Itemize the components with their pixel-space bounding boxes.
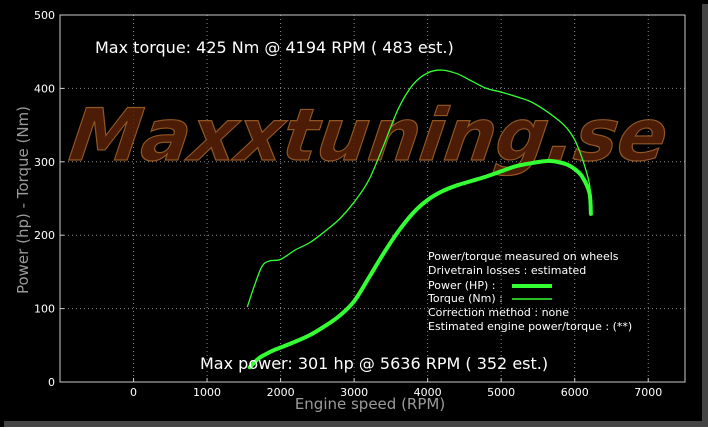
- y-tick-label-0: 0: [48, 376, 55, 389]
- watermark-logo: Maxxtuning.se: [65, 94, 673, 178]
- x-tick-label-0: 0: [130, 386, 137, 399]
- x-tick-label-4: 4000: [414, 386, 442, 399]
- frame-shadow: [702, 4, 708, 427]
- legend-line-drivetrain: Drivetrain losses : estimated: [428, 264, 586, 277]
- legend-line-correction: Correction method : none: [428, 306, 569, 319]
- legend-line-measured: Power/torque measured on wheels: [428, 250, 619, 263]
- x-axis-label: Engine speed (RPM): [295, 395, 445, 413]
- y-tick-label-2: 200: [34, 229, 55, 242]
- y-tick-label-5: 500: [34, 9, 55, 22]
- x-tick-label-3: 3000: [340, 386, 368, 399]
- series-layer: [246, 69, 593, 370]
- y-tick-label-4: 400: [34, 82, 55, 95]
- legend-line-estimated: Estimated engine power/torque : (**): [428, 320, 632, 333]
- x-tick-label-6: 6000: [561, 386, 589, 399]
- y-axis-label: Power (hp) - Torque (Nm): [14, 106, 32, 294]
- max-torque-annotation: Max torque: 425 Nm @ 4194 RPM ( 483 est.…: [95, 38, 454, 57]
- frame-shadow-bottom: [4, 421, 708, 427]
- plot-border: [59, 14, 686, 383]
- max-power-annotation: Max power: 301 hp @ 5636 RPM ( 352 est.): [200, 354, 548, 373]
- x-tick-label-7: 7000: [634, 386, 662, 399]
- x-tick-label-2: 2000: [267, 386, 295, 399]
- legend: Power/torque measured on wheels Drivetra…: [427, 250, 632, 333]
- y-tick-label-3: 300: [34, 156, 55, 169]
- power-curve: [247, 158, 593, 370]
- x-tick-label-1: 1000: [193, 386, 221, 399]
- legend-line-power: Power (HP) :: [428, 279, 495, 292]
- x-tick-label-5: 5000: [487, 386, 515, 399]
- legend-line-torque: Torque (Nm) :: [427, 292, 503, 305]
- ticks-layer: 0 1000 2000 3000 4000 5000 6000 7000 0 100 200 300 4…: [34, 9, 662, 399]
- axes-layer: [59, 14, 686, 383]
- torque-curve: [246, 69, 592, 308]
- y-tick-label-1: 100: [34, 303, 55, 316]
